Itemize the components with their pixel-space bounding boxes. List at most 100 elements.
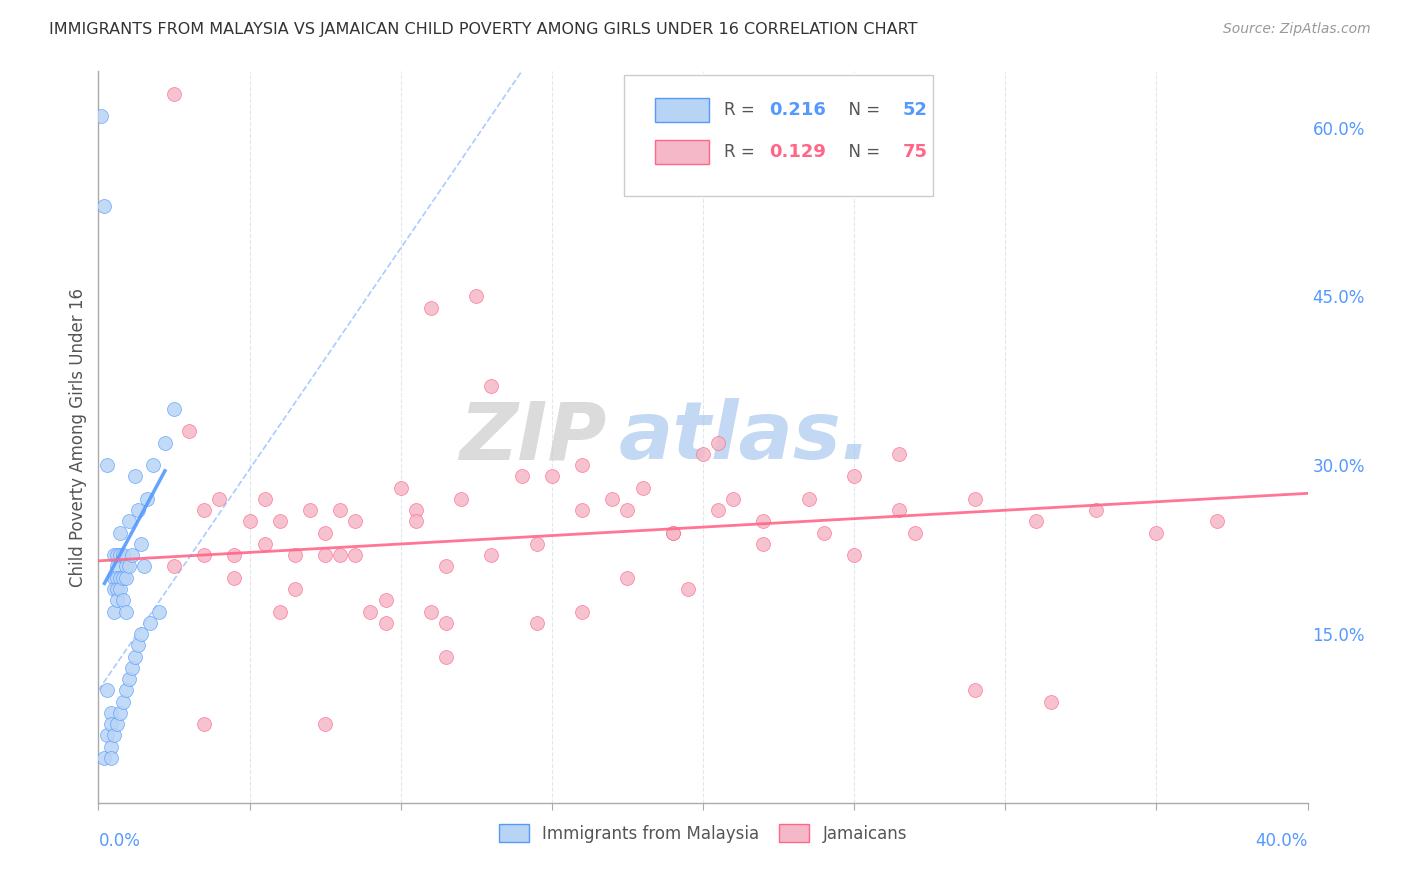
Point [329, 548, 352, 562]
Point [224, 571, 246, 585]
Point [284, 548, 307, 562]
Point [108, 706, 131, 720]
Point [631, 481, 654, 495]
Point [571, 458, 593, 473]
Point [284, 582, 307, 596]
Point [344, 548, 367, 562]
Text: 40.0%: 40.0% [1256, 832, 1308, 850]
Point [434, 649, 457, 664]
Point [1085, 503, 1108, 517]
Point [723, 491, 745, 506]
Point [1039, 694, 1062, 708]
Point [127, 503, 149, 517]
Point [163, 401, 186, 416]
Point [481, 548, 503, 562]
Text: N =: N = [838, 101, 886, 120]
Point [90, 109, 112, 123]
Point [602, 491, 624, 506]
Point [481, 379, 503, 393]
Point [374, 615, 396, 630]
Point [510, 469, 533, 483]
Point [540, 469, 562, 483]
Point [96, 728, 118, 742]
Point [100, 706, 122, 720]
Point [127, 638, 149, 652]
Point [571, 605, 593, 619]
Point [813, 525, 835, 540]
Point [139, 615, 162, 630]
Point [616, 571, 638, 585]
Point [526, 537, 548, 551]
Point [100, 751, 122, 765]
Point [465, 289, 488, 303]
Point [96, 683, 118, 698]
Point [239, 515, 262, 529]
Point [360, 605, 382, 619]
Point [121, 548, 143, 562]
Point [93, 751, 115, 765]
Point [114, 571, 136, 585]
Point [105, 571, 128, 585]
Point [208, 491, 231, 506]
Point [904, 525, 927, 540]
Point [108, 525, 131, 540]
Point [108, 582, 131, 596]
Point [269, 605, 291, 619]
Legend: Immigrants from Malaysia, Jamaicans: Immigrants from Malaysia, Jamaicans [492, 818, 914, 849]
Point [965, 683, 987, 698]
Y-axis label: Child Poverty Among Girls Under 16: Child Poverty Among Girls Under 16 [69, 287, 87, 587]
Point [193, 717, 215, 731]
Point [93, 199, 115, 213]
Point [111, 571, 134, 585]
Point [105, 717, 128, 731]
Point [105, 548, 128, 562]
Point [129, 627, 152, 641]
Point [193, 548, 215, 562]
Point [571, 503, 593, 517]
Point [661, 525, 683, 540]
Point [420, 605, 443, 619]
Point [374, 593, 396, 607]
Point [844, 548, 866, 562]
Point [108, 571, 131, 585]
Point [118, 559, 141, 574]
Point [148, 605, 170, 619]
Point [163, 559, 186, 574]
Point [103, 605, 125, 619]
Point [616, 503, 638, 517]
Point [103, 571, 125, 585]
Point [314, 548, 336, 562]
Bar [655, 140, 709, 163]
Point [179, 425, 201, 439]
Point [299, 503, 322, 517]
Point [420, 301, 443, 315]
Point [344, 515, 367, 529]
Point [100, 717, 122, 731]
Point [114, 683, 136, 698]
Point [124, 469, 146, 483]
Point [889, 503, 911, 517]
Point [121, 661, 143, 675]
Point [105, 582, 128, 596]
Point [224, 548, 246, 562]
Point [707, 503, 730, 517]
Text: 0.216: 0.216 [769, 101, 827, 120]
Point [163, 87, 186, 101]
Point [253, 491, 276, 506]
Point [108, 548, 131, 562]
Point [707, 435, 730, 450]
Point [889, 447, 911, 461]
Text: 0.0%: 0.0% [98, 832, 141, 850]
Point [111, 548, 134, 562]
Point [526, 615, 548, 630]
Point [844, 469, 866, 483]
Text: N =: N = [838, 143, 886, 161]
Point [269, 515, 291, 529]
Point [389, 481, 412, 495]
Point [692, 447, 714, 461]
Point [434, 559, 457, 574]
Point [103, 548, 125, 562]
Point [103, 582, 125, 596]
Point [1024, 515, 1046, 529]
Text: ZIP: ZIP [458, 398, 606, 476]
